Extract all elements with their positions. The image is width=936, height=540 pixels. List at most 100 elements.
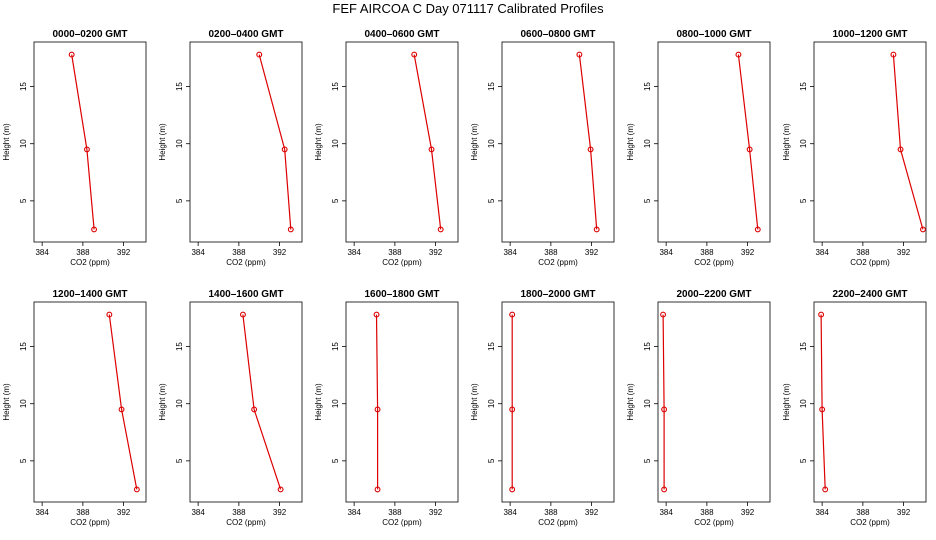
panel-10-point-1 bbox=[661, 406, 668, 413]
panel-3-xtick-label-2: 392 bbox=[585, 248, 599, 257]
panel-11-xlabel: CO2 (ppm) bbox=[850, 518, 890, 527]
panel-2-frame bbox=[345, 41, 459, 243]
panel-2-ylabel: Height (m) bbox=[314, 123, 323, 161]
panel-6-point-0 bbox=[133, 486, 140, 493]
panel-9-frame bbox=[501, 301, 615, 503]
panel-7-ytick-label-1: 10 bbox=[175, 399, 184, 408]
panel-4-title: 0800–1000 GMT bbox=[676, 29, 751, 40]
panel-0-title: 0000–0200 GMT bbox=[52, 29, 127, 40]
panel-7-ylabel: Height (m) bbox=[158, 383, 167, 421]
panel-11-xtick-label-2: 392 bbox=[897, 508, 911, 517]
panel-10-point-0 bbox=[661, 486, 668, 493]
panel-2-ytick-label-0: 5 bbox=[331, 198, 340, 203]
panel-11-point-0 bbox=[822, 486, 829, 493]
panel-0-frame bbox=[33, 41, 147, 243]
panel-7-frame bbox=[189, 301, 303, 503]
panel-0-point-1 bbox=[83, 146, 90, 153]
panel-10-xtick-label-1: 388 bbox=[700, 508, 714, 517]
panel-0-xtick-label-2: 392 bbox=[117, 248, 131, 257]
panel-10-title: 2000–2200 GMT bbox=[676, 289, 751, 300]
panel-1-frame bbox=[189, 41, 303, 243]
panel-1-ytick-label-0: 5 bbox=[175, 198, 184, 203]
panel-9-xtick-label-0: 384 bbox=[503, 508, 517, 517]
panel-0-ytick-label-0: 5 bbox=[19, 198, 28, 203]
panel-2-series-line-0 bbox=[413, 54, 442, 230]
panel-2-ytick-label-1: 10 bbox=[331, 139, 340, 148]
panel-5-xtick-label-2: 392 bbox=[897, 248, 911, 257]
panel-10-point-2 bbox=[660, 311, 667, 318]
panel-4-point-2 bbox=[735, 51, 742, 58]
panel-11-ytick-label-2: 15 bbox=[799, 342, 808, 351]
panel-3-xtick-label-1: 388 bbox=[544, 248, 558, 257]
panel-2-point-0 bbox=[437, 226, 444, 233]
figure-title: FEF AIRCOA C Day 071117 Calibrated Profi… bbox=[332, 1, 604, 16]
panel-9-point-0 bbox=[509, 486, 516, 493]
panel-2-xtick-label-1: 388 bbox=[388, 248, 402, 257]
panel-3-series-line-0 bbox=[578, 54, 598, 230]
panel-7-xtick-label-0: 384 bbox=[191, 508, 205, 517]
panel-10-frame bbox=[657, 301, 771, 503]
panel-11-point-2 bbox=[818, 311, 825, 318]
panel-3-ytick-label-0: 5 bbox=[487, 198, 496, 203]
panel-4-xtick-label-2: 392 bbox=[741, 248, 755, 257]
panel-7-title: 1400–1600 GMT bbox=[208, 289, 283, 300]
panel-11-title: 2200–2400 GMT bbox=[832, 289, 907, 300]
panel-4-ytick-label-1: 10 bbox=[643, 139, 652, 148]
panel-5-title: 1000–1200 GMT bbox=[832, 29, 907, 40]
panel-3-ytick-label-1: 10 bbox=[487, 139, 496, 148]
panel-4-point-0 bbox=[754, 226, 761, 233]
panel-2-xtick-label-2: 392 bbox=[429, 248, 443, 257]
panel-10-xlabel: CO2 (ppm) bbox=[694, 518, 734, 527]
panel-3-frame bbox=[501, 41, 615, 243]
panel-6-xlabel: CO2 (ppm) bbox=[70, 518, 110, 527]
panel-4-ylabel: Height (m) bbox=[626, 123, 635, 161]
panel-7-point-0 bbox=[277, 486, 284, 493]
panel-1-point-1 bbox=[281, 146, 288, 153]
panel-10-xtick-label-0: 384 bbox=[659, 508, 673, 517]
panel-6-ytick-label-1: 10 bbox=[19, 399, 28, 408]
panel-2-xtick-label-0: 384 bbox=[347, 248, 361, 257]
panel-7-xlabel: CO2 (ppm) bbox=[226, 518, 266, 527]
panel-6-frame bbox=[33, 301, 147, 503]
panel-7-series-line-0 bbox=[242, 314, 282, 490]
panel-4-ytick-label-0: 5 bbox=[643, 198, 652, 203]
panel-6-point-1 bbox=[118, 406, 125, 413]
panel-4-ytick-label-2: 15 bbox=[643, 82, 652, 91]
panel-5-ytick-label-1: 10 bbox=[799, 139, 808, 148]
panel-7-ytick-label-0: 5 bbox=[175, 458, 184, 463]
panel-4-series-line-0 bbox=[737, 54, 759, 230]
panel-1-point-0 bbox=[287, 226, 294, 233]
panel-11-xtick-label-0: 384 bbox=[815, 508, 829, 517]
panel-8-xtick-label-2: 392 bbox=[429, 508, 443, 517]
panel-6-title: 1200–1400 GMT bbox=[52, 289, 127, 300]
panel-3-ylabel: Height (m) bbox=[470, 123, 479, 161]
panel-9-xtick-label-1: 388 bbox=[544, 508, 558, 517]
panel-11-point-1 bbox=[819, 406, 826, 413]
panel-0-series-line-0 bbox=[71, 54, 95, 230]
panel-1-ylabel: Height (m) bbox=[158, 123, 167, 161]
panel-2-title: 0400–0600 GMT bbox=[364, 29, 439, 40]
panel-1-ytick-label-2: 15 bbox=[175, 82, 184, 91]
panel-9-ytick-label-0: 5 bbox=[487, 458, 496, 463]
panel-6-series-line-0 bbox=[108, 314, 138, 490]
panel-11-frame bbox=[813, 301, 927, 503]
panel-6-xtick-label-2: 392 bbox=[117, 508, 131, 517]
panel-6-ylabel: Height (m) bbox=[2, 383, 11, 421]
panel-3-xlabel: CO2 (ppm) bbox=[538, 258, 578, 267]
panel-9-ytick-label-1: 10 bbox=[487, 399, 496, 408]
panel-5-ytick-label-2: 15 bbox=[799, 82, 808, 91]
panel-8-point-0 bbox=[374, 486, 381, 493]
panel-5-point-0 bbox=[919, 226, 926, 233]
panel-4-xtick-label-1: 388 bbox=[700, 248, 714, 257]
panel-0-xlabel: CO2 (ppm) bbox=[70, 258, 110, 267]
panel-8-point-1 bbox=[374, 406, 381, 413]
panel-5-frame bbox=[813, 41, 927, 243]
panel-8-title: 1600–1800 GMT bbox=[364, 289, 439, 300]
panel-10-ytick-label-1: 10 bbox=[643, 399, 652, 408]
panel-4-frame bbox=[657, 41, 771, 243]
panel-11-ylabel: Height (m) bbox=[782, 383, 791, 421]
panel-5-xlabel: CO2 (ppm) bbox=[850, 258, 890, 267]
panel-2-ytick-label-2: 15 bbox=[331, 82, 340, 91]
panel-5-xtick-label-0: 384 bbox=[815, 248, 829, 257]
panel-8-series-line-0 bbox=[375, 314, 379, 490]
